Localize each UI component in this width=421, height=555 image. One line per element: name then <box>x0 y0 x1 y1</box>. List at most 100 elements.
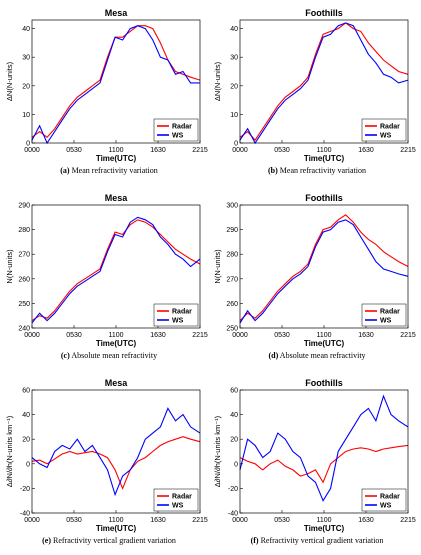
y-tick-label: 40 <box>22 26 30 33</box>
legend-label-ws: WS <box>380 503 392 510</box>
y-tick-label: 290 <box>226 227 238 234</box>
x-tick-label: 0000 <box>232 517 248 524</box>
x-tick-label: 0530 <box>66 332 82 339</box>
y-tick-label: 40 <box>22 412 30 419</box>
y-tick-label: 0 <box>26 461 30 468</box>
x-tick-label: 1100 <box>316 332 331 339</box>
x-tick-label: 0530 <box>66 147 82 154</box>
y-tick-label: 30 <box>230 55 238 62</box>
series-line-radar <box>239 22 409 142</box>
x-tick-label: 1630 <box>358 332 374 339</box>
y-tick-label: 30 <box>22 55 30 62</box>
x-tick-label: 0530 <box>274 332 290 339</box>
chart-panel-f: Foothills -40 -20 0 20 40 60 0000 0530 1100 1630 22… <box>213 378 416 533</box>
x-tick-label: 1630 <box>358 147 374 154</box>
legend-label-ws: WS <box>380 318 392 325</box>
y-axis-label: N(N-units) <box>5 249 14 284</box>
legend-label-radar: Radar <box>380 124 400 131</box>
series-line-ws <box>239 394 409 502</box>
y-tick-label: -20 <box>20 486 30 493</box>
legend: Radar WS <box>361 118 407 142</box>
y-tick-label: 0 <box>234 461 238 468</box>
x-tick-label: 1100 <box>108 147 123 154</box>
legend: Radar WS <box>153 303 199 327</box>
legend: Radar WS <box>153 488 199 512</box>
caption-e: (e) Refractivity vertical gradient varia… <box>4 536 214 545</box>
y-tick-label: 60 <box>230 388 238 395</box>
caption-label-d: (d) <box>268 351 279 360</box>
x-axis-label: Time(UTC) <box>304 524 345 533</box>
chart-panel-a: Mesa 0 10 20 30 40 0000 0530 1100 1630 2215 Time(UT… <box>5 8 208 163</box>
caption-label-c: (c) <box>60 351 70 360</box>
legend-label-radar: Radar <box>380 309 400 316</box>
x-tick-label: 1630 <box>150 332 166 339</box>
y-tick-label: 0 <box>234 141 238 148</box>
y-tick-label: 20 <box>230 437 238 444</box>
x-tick-label: 1100 <box>108 332 123 339</box>
y-tick-label: 60 <box>22 388 30 395</box>
y-tick-label: 270 <box>18 252 30 259</box>
chart-panel-b: Foothills 0 10 20 30 40 0000 0530 1100 1630 2215 Ti… <box>213 8 416 163</box>
caption-label-f: (f) <box>250 536 259 545</box>
x-tick-label: 0530 <box>274 517 290 524</box>
legend-label-radar: Radar <box>172 309 192 316</box>
y-tick-label: 250 <box>226 326 238 333</box>
y-tick-label: 290 <box>18 203 30 210</box>
x-tick-label: 0000 <box>232 332 248 339</box>
legend-label-ws: WS <box>172 133 184 140</box>
y-tick-label: 240 <box>18 326 30 333</box>
x-tick-label: 1100 <box>108 517 123 524</box>
y-tick-label: 10 <box>230 112 238 119</box>
x-tick-label: 1630 <box>358 517 374 524</box>
caption-c: (c) Absolute mean refractivity <box>4 351 214 360</box>
caption-text-b: Mean refractivity variation <box>279 166 366 175</box>
legend: Radar WS <box>361 303 407 327</box>
x-tick-label: 2215 <box>400 517 416 524</box>
x-tick-label: 2215 <box>400 332 416 339</box>
y-tick-label: 20 <box>22 437 30 444</box>
caption-a: (a) Mean refractivity variation <box>4 166 214 175</box>
x-tick-label: 0530 <box>66 517 82 524</box>
legend: Radar WS <box>153 118 199 142</box>
caption-d: (d) Absolute mean refractivity <box>212 351 421 360</box>
caption-text-d: Absolute mean refractivity <box>279 351 366 360</box>
y-tick-label: 260 <box>226 301 238 308</box>
x-axis-label: Time(UTC) <box>96 154 137 163</box>
y-tick-label: 20 <box>230 83 238 90</box>
x-axis-label: Time(UTC) <box>304 339 345 348</box>
y-tick-label: 10 <box>22 112 30 119</box>
series-line-radar <box>239 214 409 321</box>
chart-title: Mesa <box>105 378 129 388</box>
y-tick-label: 260 <box>18 276 30 283</box>
y-axis-label: Δ∂N/∂h(N-units km⁻¹) <box>213 415 222 487</box>
y-tick-label: -40 <box>228 511 238 518</box>
chart-panel-c: Mesa 240 250 260 270 280 290 0000 0530 1100 1630 22… <box>5 193 208 348</box>
y-tick-label: 280 <box>18 227 30 234</box>
series-line-ws <box>31 407 201 497</box>
y-tick-label: 40 <box>230 412 238 419</box>
caption-f: (f) Refractivity vertical gradient varia… <box>212 536 421 545</box>
series-line-ws <box>239 22 409 145</box>
series-line-ws <box>31 216 201 324</box>
caption-text-c: Absolute mean refractivity <box>71 351 158 360</box>
series-line-ws <box>239 219 409 324</box>
series-line-ws <box>31 25 200 145</box>
chart-title: Mesa <box>105 193 129 203</box>
legend-label-radar: Radar <box>172 124 192 131</box>
y-tick-label: -40 <box>20 511 30 518</box>
series-line-radar <box>31 219 201 322</box>
x-tick-label: 1100 <box>316 517 331 524</box>
legend-label-radar: Radar <box>172 494 192 501</box>
x-tick-label: 2215 <box>192 517 208 524</box>
x-tick-label: 2215 <box>192 332 208 339</box>
x-tick-label: 1100 <box>316 147 331 154</box>
y-tick-label: -20 <box>228 486 238 493</box>
x-tick-label: 1630 <box>150 517 166 524</box>
legend-label-radar: Radar <box>380 494 400 501</box>
x-axis-label: Time(UTC) <box>96 339 137 348</box>
y-tick-label: 250 <box>18 301 30 308</box>
y-tick-label: 20 <box>22 83 30 90</box>
x-tick-label: 1630 <box>150 147 166 154</box>
